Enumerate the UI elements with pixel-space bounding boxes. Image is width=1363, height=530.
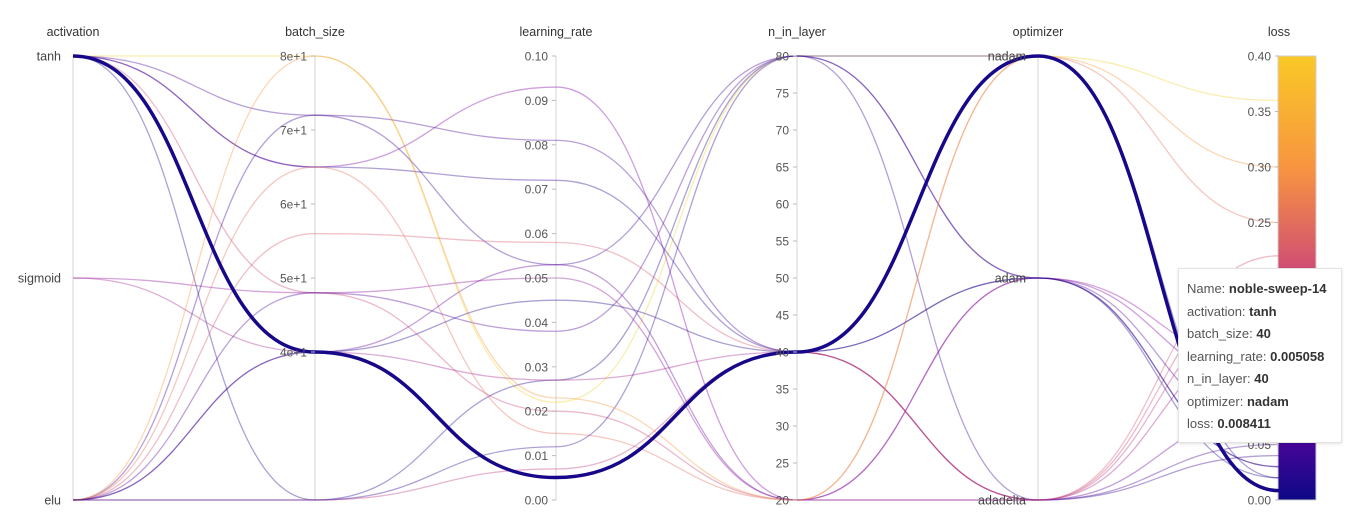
tick-label: 60: [776, 198, 790, 212]
tick-label: 25: [776, 457, 790, 471]
tick-label: 4e+1: [280, 346, 307, 360]
tick-label: 0.10: [525, 50, 549, 64]
tick-label: 8e+1: [280, 50, 307, 64]
run-tooltip: Name: noble-sweep-14 activation: tanh batc…: [1178, 268, 1342, 443]
tick-label: 0.40: [1248, 50, 1272, 64]
run-line[interactable]: [72, 277, 1280, 501]
tooltip-value: tanh: [1249, 303, 1277, 319]
highlighted-run-line[interactable]: [72, 54, 1280, 493]
tooltip-row: n_in_layer: 40: [1187, 368, 1333, 391]
tick-label: 0.05: [525, 272, 549, 286]
tooltip-value: 0.005058: [1270, 348, 1325, 364]
run-line[interactable]: [72, 264, 1280, 501]
tooltip-row: learning_rate: 0.005058: [1187, 346, 1333, 369]
axis-title-batch-size[interactable]: batch_size: [285, 25, 345, 39]
run-line[interactable]: [72, 232, 1280, 501]
tooltip-label: optimizer:: [1187, 393, 1247, 409]
run-line[interactable]: [72, 277, 1280, 501]
run-line[interactable]: [72, 55, 1280, 501]
tick-label: 50: [776, 272, 790, 286]
run-line[interactable]: [72, 55, 1280, 501]
tick-label: 55: [776, 235, 790, 249]
tooltip-value: 0.008411: [1217, 416, 1271, 431]
tick-label: 5e+1: [280, 272, 307, 286]
tick-label: 75: [776, 87, 790, 101]
tooltip-row: optimizer: nadam: [1187, 391, 1333, 414]
tick-label: 0.09: [525, 94, 549, 108]
run-line[interactable]: [72, 55, 1280, 501]
tooltip-label: n_in_layer:: [1187, 371, 1255, 386]
tick-label: 0.06: [525, 227, 549, 241]
category-label: elu: [44, 494, 61, 508]
tick-label: 0.02: [525, 405, 549, 419]
tooltip-row: loss: 0.008411: [1187, 413, 1333, 436]
tooltip-value: 40: [1254, 371, 1269, 386]
run-line[interactable]: [72, 277, 1280, 501]
run-line[interactable]: [72, 299, 1280, 501]
tick-label: 0.03: [525, 360, 549, 374]
axis-title-optimizer[interactable]: optimizer: [1013, 25, 1064, 39]
run-line[interactable]: [72, 55, 1280, 501]
tooltip-row: batch_size: 40: [1187, 323, 1333, 346]
axis-title-activation[interactable]: activation: [47, 25, 100, 39]
tick-label: 20: [776, 494, 790, 508]
axis-title-learning-rate[interactable]: learning_rate: [520, 25, 593, 39]
category-label: sigmoid: [18, 272, 61, 286]
category-label: tanh: [37, 50, 61, 64]
category-label: adam: [995, 272, 1026, 286]
tick-label: 0.01: [525, 449, 549, 463]
tick-label: 0.07: [525, 183, 549, 197]
run-line[interactable]: [72, 55, 1280, 501]
tick-label: 0.25: [1248, 216, 1272, 230]
run-line[interactable]: [72, 55, 1280, 501]
axis-title-loss[interactable]: loss: [1268, 25, 1290, 39]
category-label: nadam: [988, 50, 1026, 64]
tick-label: 40: [776, 346, 790, 360]
tooltip-label: Name:: [1187, 281, 1229, 296]
tick-label: 0.04: [525, 316, 549, 330]
run-line[interactable]: [72, 55, 1280, 501]
tooltip-row: activation: tanh: [1187, 301, 1333, 324]
tick-label: 45: [776, 309, 790, 323]
tick-label: 6e+1: [280, 198, 307, 212]
tick-label: 80: [776, 50, 790, 64]
tick-label: 0.35: [1248, 105, 1272, 119]
tick-label: 7e+1: [280, 124, 307, 138]
tick-label: 0.00: [525, 494, 549, 508]
tooltip-row: Name: noble-sweep-14: [1187, 278, 1333, 301]
tick-label: 70: [776, 124, 790, 138]
tick-label: 30: [776, 420, 790, 434]
tick-label: 0.30: [1248, 161, 1272, 175]
tooltip-label: learning_rate:: [1187, 348, 1271, 364]
run-line[interactable]: [72, 55, 1280, 501]
tooltip-value: 40: [1256, 326, 1271, 341]
axis-title-n-in-layer[interactable]: n_in_layer: [768, 25, 826, 39]
run-line[interactable]: [73, 55, 1280, 403]
tooltip-value: noble-sweep-14: [1228, 281, 1327, 296]
tooltip-label: batch_size:: [1187, 326, 1257, 341]
tick-label: 0.08: [525, 138, 549, 152]
tooltip-label: loss:: [1187, 416, 1218, 431]
tooltip-value: nadam: [1246, 393, 1289, 409]
run-line[interactable]: [72, 55, 1280, 501]
run-line[interactable]: [72, 55, 1280, 468]
tick-label: 35: [776, 383, 790, 397]
tick-label: 65: [776, 161, 790, 175]
category-label: adadelta: [978, 494, 1026, 508]
tooltip-label: activation:: [1187, 303, 1250, 319]
tick-label: 0.00: [1248, 494, 1272, 508]
